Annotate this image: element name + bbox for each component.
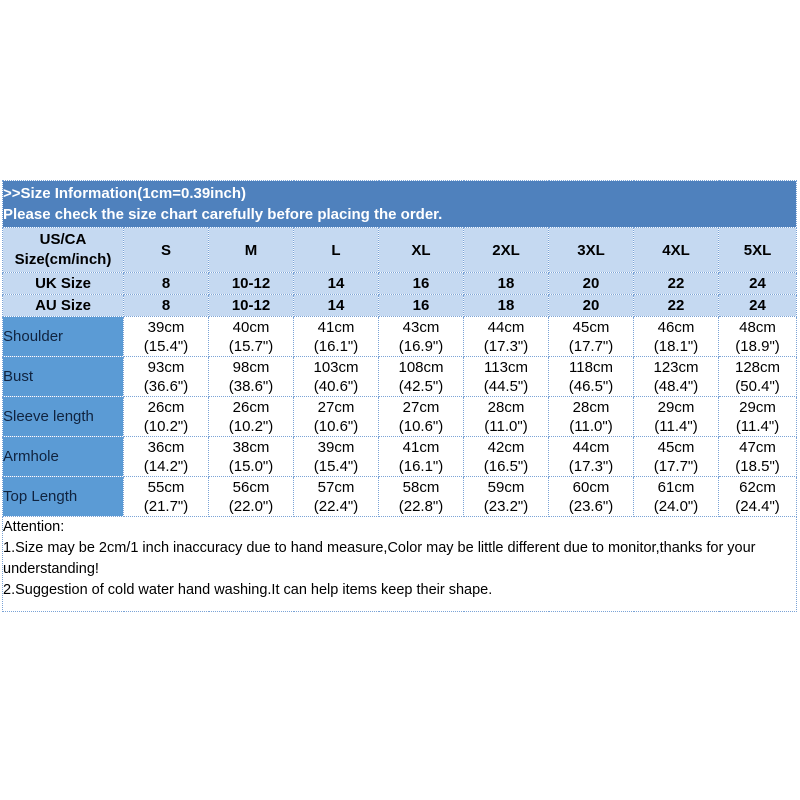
measurement-value-cell: 47cm (18.5") bbox=[717, 436, 798, 477]
uk-size-cell: 18 bbox=[463, 272, 549, 295]
measurement-value-cell: 56cm (22.0") bbox=[208, 476, 294, 517]
corner-label-line1: US/CA bbox=[39, 231, 87, 248]
measurement-value-cell: 60cm (23.6") bbox=[548, 476, 634, 517]
measurement-value-cell: 41cm (16.1") bbox=[378, 436, 464, 477]
measurement-value-cell: 29cm (11.4") bbox=[633, 396, 719, 437]
measurement-value-cell: 93cm (36.6") bbox=[123, 356, 209, 397]
au-size-cell: 10-12 bbox=[208, 294, 294, 317]
size-header-row: US/CA Size(cm/inch) S M L XL 2XL 3XL 4XL… bbox=[2, 227, 798, 273]
measurement-value-cell: 58cm (22.8") bbox=[378, 476, 464, 517]
size-header-cell-s: S bbox=[123, 227, 209, 273]
size-header-cell-xl: XL bbox=[378, 227, 464, 273]
uk-size-cell: 22 bbox=[633, 272, 719, 295]
size-chart-table: >>Size Information(1cm=0.39inch) Please … bbox=[1, 180, 798, 612]
measurement-value-cell: 45cm (17.7") bbox=[548, 316, 634, 357]
measurement-label: Top Length bbox=[2, 476, 124, 517]
measurement-value-cell: 27cm (10.6") bbox=[293, 396, 379, 437]
uk-size-cell: 14 bbox=[293, 272, 379, 295]
au-size-label: AU Size bbox=[2, 294, 124, 317]
measurement-value-cell: 28cm (11.0") bbox=[548, 396, 634, 437]
measurement-label: Armhole bbox=[2, 436, 124, 477]
size-header-cell-5xl: 5XL bbox=[717, 227, 798, 273]
measurement-value-cell: 108cm (42.5") bbox=[378, 356, 464, 397]
measurement-value-cell: 44cm (17.3") bbox=[463, 316, 549, 357]
corner-label-line2: Size(cm/inch) bbox=[14, 251, 112, 268]
measurement-value-cell: 123cm (48.4") bbox=[633, 356, 719, 397]
measurement-value-cell: 62cm (24.4") bbox=[717, 476, 798, 517]
size-header-cell-m: M bbox=[208, 227, 294, 273]
attention-row: Attention: 1.Size may be 2cm/1 inch inac… bbox=[1, 516, 798, 612]
measurement-value-cell: 128cm (50.4") bbox=[717, 356, 798, 397]
size-info-title: >>Size Information(1cm=0.39inch) bbox=[3, 185, 246, 202]
measurement-value-cell: 57cm (22.4") bbox=[293, 476, 379, 517]
size-header-cell-2xl: 2XL bbox=[463, 227, 549, 273]
size-header-cell-l: L bbox=[293, 227, 379, 273]
au-size-cell: 18 bbox=[463, 294, 549, 317]
measurement-row-bust: Bust 93cm (36.6") 98cm (38.6") 103cm (40.6"… bbox=[2, 356, 798, 397]
measurement-value-cell: 39cm (15.4") bbox=[293, 436, 379, 477]
corner-header-cell: US/CA Size(cm/inch) bbox=[2, 227, 124, 273]
measurement-value-cell: 29cm (11.4") bbox=[717, 396, 798, 437]
au-size-row: AU Size 8 10-12 14 16 18 20 22 24 bbox=[2, 294, 798, 317]
measurement-value-cell: 55cm (21.7") bbox=[123, 476, 209, 517]
measurement-label: Sleeve length bbox=[2, 396, 124, 437]
attention-heading: Attention: bbox=[3, 519, 65, 535]
measurement-row-armhole: Armhole 36cm (14.2") 38cm (15.0") 39cm (15.… bbox=[2, 436, 798, 477]
attention-line-1: 1.Size may be 2cm/1 inch inaccuracy due … bbox=[3, 540, 756, 556]
measurement-value-cell: 26cm (10.2") bbox=[208, 396, 294, 437]
au-size-cell: 8 bbox=[123, 294, 209, 317]
measurement-value-cell: 40cm (15.7") bbox=[208, 316, 294, 357]
measurement-value-cell: 28cm (11.0") bbox=[463, 396, 549, 437]
measurement-label: Bust bbox=[2, 356, 124, 397]
attention-line-2: understanding! bbox=[3, 561, 99, 577]
measurement-value-cell: 43cm (16.9") bbox=[378, 316, 464, 357]
attention-line-3: 2.Suggestion of cold water hand washing.… bbox=[3, 582, 493, 598]
measurement-value-cell: 45cm (17.7") bbox=[633, 436, 719, 477]
measurement-label: Shoulder bbox=[2, 316, 124, 357]
size-header-cell-4xl: 4XL bbox=[633, 227, 719, 273]
size-info-sheet: >>Size Information(1cm=0.39inch) Please … bbox=[1, 180, 798, 612]
measurement-value-cell: 42cm (16.5") bbox=[463, 436, 549, 477]
size-info-subtitle: Please check the size chart carefully be… bbox=[3, 206, 443, 223]
uk-size-label: UK Size bbox=[2, 272, 124, 295]
measurement-value-cell: 118cm (46.5") bbox=[548, 356, 634, 397]
uk-size-cell: 10-12 bbox=[208, 272, 294, 295]
measurement-value-cell: 103cm (40.6") bbox=[293, 356, 379, 397]
measurement-value-cell: 38cm (15.0") bbox=[208, 436, 294, 477]
au-size-cell: 16 bbox=[378, 294, 464, 317]
uk-size-row: UK Size 8 10-12 14 16 18 20 22 24 bbox=[2, 272, 798, 295]
au-size-cell: 20 bbox=[548, 294, 634, 317]
measurement-value-cell: 61cm (24.0") bbox=[633, 476, 719, 517]
measurement-value-cell: 98cm (38.6") bbox=[208, 356, 294, 397]
au-size-cell: 22 bbox=[633, 294, 719, 317]
measurement-value-cell: 44cm (17.3") bbox=[548, 436, 634, 477]
banner-row: >>Size Information(1cm=0.39inch) Please … bbox=[1, 180, 798, 228]
measurement-value-cell: 39cm (15.4") bbox=[123, 316, 209, 357]
au-size-cell: 14 bbox=[293, 294, 379, 317]
uk-size-cell: 16 bbox=[378, 272, 464, 295]
measurement-row-sleeve-length: Sleeve length 26cm (10.2") 26cm (10.2") 27… bbox=[2, 396, 798, 437]
uk-size-cell: 24 bbox=[717, 272, 798, 295]
attention-note: Attention: 1.Size may be 2cm/1 inch inac… bbox=[1, 516, 798, 612]
size-header-cell-3xl: 3XL bbox=[548, 227, 634, 273]
measurement-value-cell: 27cm (10.6") bbox=[378, 396, 464, 437]
measurement-value-cell: 36cm (14.2") bbox=[123, 436, 209, 477]
measurement-value-cell: 48cm (18.9") bbox=[717, 316, 798, 357]
measurement-row-top-length: Top Length 55cm (21.7") 56cm (22.0") 57cm(… bbox=[2, 476, 798, 517]
measurement-value-cell: 26cm (10.2") bbox=[123, 396, 209, 437]
banner-cell: >>Size Information(1cm=0.39inch) Please … bbox=[1, 180, 798, 228]
uk-size-cell: 8 bbox=[123, 272, 209, 295]
measurement-value-cell: 41cm (16.1") bbox=[293, 316, 379, 357]
measurement-value-cell: 46cm (18.1") bbox=[633, 316, 719, 357]
measurement-row-shoulder: Shoulder 39cm (15.4") 40cm (15.7") 41cm (16… bbox=[2, 316, 798, 357]
uk-size-cell: 20 bbox=[548, 272, 634, 295]
measurement-value-cell: 113cm (44.5") bbox=[463, 356, 549, 397]
measurement-value-cell: 59cm (23.2") bbox=[463, 476, 549, 517]
au-size-cell: 24 bbox=[717, 294, 798, 317]
